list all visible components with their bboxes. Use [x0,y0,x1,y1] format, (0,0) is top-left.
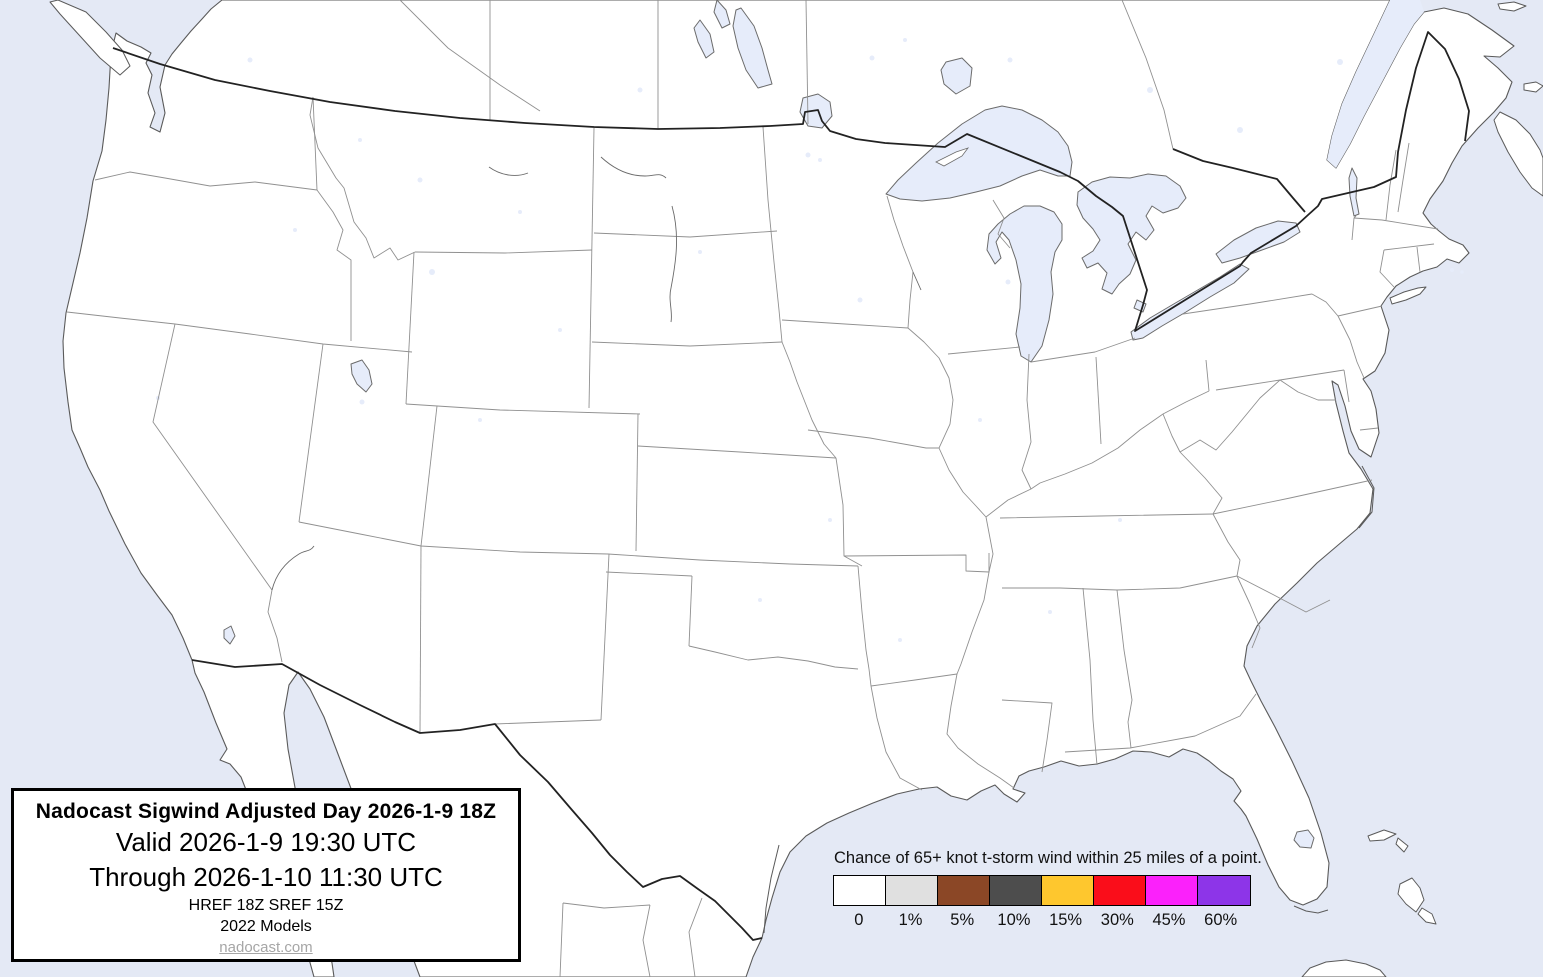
bahamas-grand-bahama [1367,829,1397,842]
lake-manitoba [693,19,715,59]
cuba-coast [1301,959,1387,977]
forecast-title-box: Nadocast Sigwind Adjusted Day 2026-1-9 1… [11,788,521,962]
legend-swatch [1041,875,1095,906]
prince-edward-island [1523,81,1543,93]
great-salt-lake [350,359,373,393]
rivers [271,156,922,591]
legend-bin-label: 10% [997,911,1031,929]
lake-okeechobee [1293,829,1315,849]
through-time-line: Through 2026-1-10 11:30 UTC [89,862,443,892]
legend-swatch-row [833,875,1262,906]
bahamas-eleuthera [1417,907,1437,925]
us-canada-border [112,31,1470,332]
gulf-of-st-lawrence [1327,0,1424,168]
legend-bin-label: 45% [1152,911,1186,929]
state-borders [66,0,1439,977]
national-borders [112,31,1470,941]
forecast-product-title: Nadocast Sigwind Adjusted Day 2026-1-9 1… [35,800,497,823]
lake-michigan [986,205,1063,363]
legend-swatch [1093,875,1147,906]
long-island [1389,286,1427,305]
fort-peck-lake [488,166,529,176]
legend-label-row: 0 1% 5% 10% 15% 30% 45% 60% [833,911,1262,930]
lake-erie [1130,263,1250,341]
us-mexico-border [191,659,763,941]
ottawa-river-border [1172,148,1306,213]
bahamas-andros [1397,877,1425,913]
valid-time-line: Valid 2026-1-9 19:30 UTC [115,827,417,857]
legend-swatch [885,875,939,906]
legend-swatch [1197,875,1251,906]
padre-island [763,844,780,934]
colorado-river-lake-mead [271,545,315,591]
lake-huron [1076,173,1187,295]
legend-bin-label: 30% [1100,911,1134,929]
great-lakes [223,0,1360,849]
legend-bin-label: 5% [950,911,975,929]
islands [49,0,1543,977]
bahamas-abaco [1395,837,1409,853]
nadocast-link[interactable]: nadocast.com [219,939,313,956]
vancouver-island [49,0,131,76]
lake-superior [885,105,1073,202]
missouri-river-oahe [669,205,677,323]
legend-swatch [989,875,1043,906]
florida-keys [1293,905,1329,914]
lake-winnipegosis [713,0,731,29]
st-croix-river [912,271,922,291]
lake-sakakawea [600,156,667,179]
salton-sea [223,625,236,645]
legend-bin-label: 15% [1049,911,1083,929]
legend-caption: Chance of 65+ knot t-storm wind within 2… [834,849,1262,867]
lake-winnipeg [732,7,773,89]
legend-bin-label: 0 [854,911,864,929]
barrier-islands [763,465,1375,934]
small-lakes [156,38,1464,642]
legend-swatch [937,875,991,906]
isle-royale [935,147,970,167]
anticosti-island [1497,1,1527,12]
outer-banks [1358,465,1375,529]
nova-scotia [1493,111,1543,197]
legend-swatch [833,875,887,906]
model-config-line: HREF 18Z SREF 15Z [188,897,344,914]
lake-nipigon [940,57,973,95]
lake-ontario [1215,220,1301,264]
legend-bin-label: 60% [1204,911,1238,929]
model-year-line: 2022 Models [220,918,312,935]
legend-bin-label: 1% [898,911,923,929]
probability-legend: Chance of 65+ knot t-storm wind within 2… [833,849,1262,930]
legend-swatch [1145,875,1199,906]
